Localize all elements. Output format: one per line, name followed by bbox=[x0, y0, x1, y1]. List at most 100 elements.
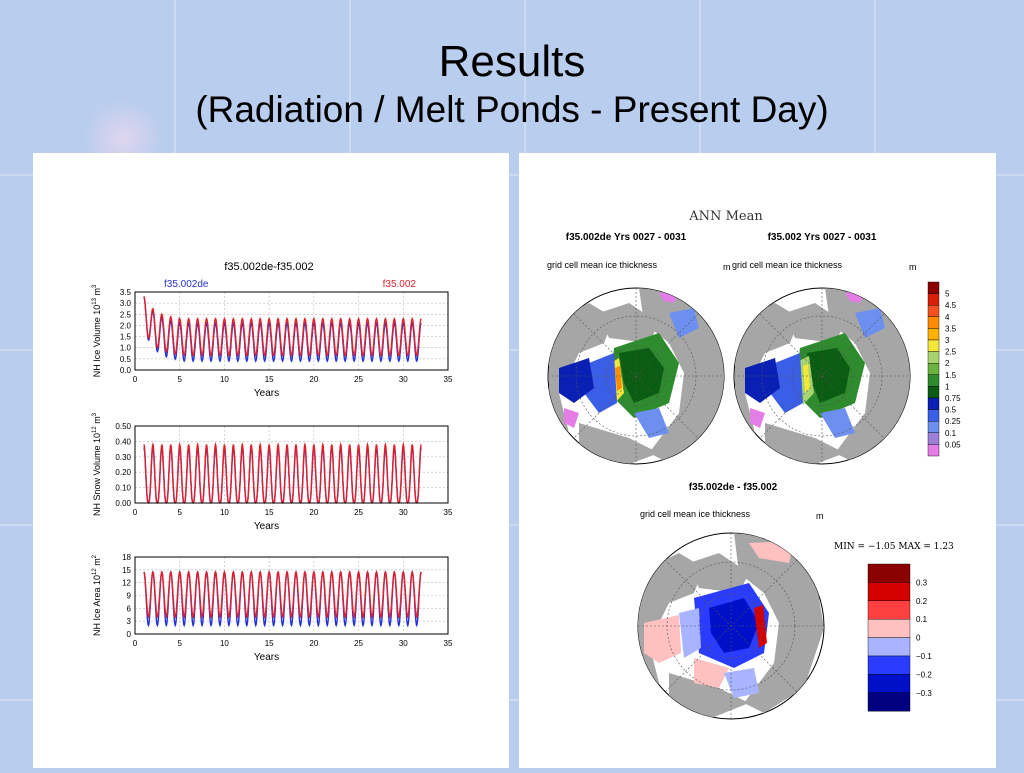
x-tick-label: 15 bbox=[265, 639, 274, 648]
diff-legend-label: −0.1 bbox=[916, 652, 932, 661]
y-tick-label: 18 bbox=[122, 553, 131, 562]
x-tick-label: 10 bbox=[220, 508, 229, 517]
x-tick-label: 35 bbox=[444, 375, 453, 384]
legend-series-b: f35.002 bbox=[383, 279, 417, 290]
difference-polar-map bbox=[637, 532, 825, 720]
x-tick-label: 15 bbox=[265, 375, 274, 384]
right-map-field-label: grid cell mean ice thickness bbox=[732, 260, 843, 270]
y-tick-label: 0.50 bbox=[115, 422, 131, 431]
difference-legend: 0.3 0.2 0.1 0 −0.1 −0.2 −0.3 bbox=[867, 563, 932, 712]
x-tick-label: 0 bbox=[133, 639, 138, 648]
legend-color-swatch bbox=[927, 328, 940, 341]
legend-color-swatch bbox=[927, 374, 940, 387]
y-tick-label: 1.0 bbox=[120, 344, 132, 353]
x-tick-label: 35 bbox=[444, 639, 453, 648]
legend-level-label: 3.5 bbox=[945, 324, 957, 333]
y-tick-label: 3.0 bbox=[120, 299, 132, 308]
diff-legend-swatch bbox=[867, 619, 911, 638]
y-axis-label: NH Ice Volume 1013 m3 bbox=[92, 284, 102, 377]
x-tick-label: 20 bbox=[309, 375, 318, 384]
diff-legend-swatch bbox=[867, 637, 911, 657]
x-tick-label: 25 bbox=[354, 639, 363, 648]
diff-legend-label: 0.3 bbox=[916, 578, 928, 587]
legend-level-label: 0.1 bbox=[945, 429, 957, 438]
x-tick-label: 30 bbox=[399, 508, 408, 517]
x-tick-label: 30 bbox=[399, 639, 408, 648]
legend-color-swatch bbox=[927, 432, 940, 445]
x-axis-label: Years bbox=[254, 521, 279, 532]
diff-legend-label: −0.3 bbox=[916, 689, 932, 698]
legend-color-swatch bbox=[927, 409, 940, 422]
x-tick-label: 10 bbox=[220, 639, 229, 648]
diff-map-field-label: grid cell mean ice thickness bbox=[640, 509, 751, 519]
y-tick-label: 0.0 bbox=[120, 366, 132, 375]
y-tick-label: 6 bbox=[127, 604, 132, 613]
ice-thickness-maps: ANN Mean f35.002de Yrs 0027 - 0031 f35.0… bbox=[547, 209, 961, 720]
y-tick-label: 3.5 bbox=[120, 288, 132, 297]
x-tick-label: 20 bbox=[309, 508, 318, 517]
diff-legend-label: 0 bbox=[916, 634, 921, 643]
legend-series-a: f35.002de bbox=[164, 279, 209, 290]
timeseries-subplot-3: 0 3 6 9 12 15 18 0 5 10 15 20 25 30 35 Years NH Ice Area… bbox=[92, 553, 453, 663]
x-tick-label: 20 bbox=[309, 639, 318, 648]
legend-color-swatch bbox=[927, 339, 940, 352]
timeseries-panel: f35.002de-f35.002 f35.002de f35.002 0.0 0… bbox=[33, 153, 509, 768]
x-tick-label: 15 bbox=[265, 508, 274, 517]
series-line-f35-002 bbox=[143, 296, 422, 357]
legend-level-label: 1 bbox=[945, 382, 950, 391]
timeseries-title: f35.002de-f35.002 bbox=[224, 261, 313, 273]
map-header: ANN Mean bbox=[688, 209, 763, 224]
legend-level-label: 1.5 bbox=[945, 371, 957, 380]
legend-level-label: 0.75 bbox=[945, 394, 961, 403]
x-tick-label: 5 bbox=[177, 375, 182, 384]
legend-level-label: 4 bbox=[945, 313, 950, 322]
diff-map-title: f35.002de - f35.002 bbox=[689, 482, 778, 493]
diff-legend-label: 0.2 bbox=[916, 597, 928, 606]
diff-legend-label: −0.2 bbox=[916, 670, 932, 679]
x-axis-label: Years bbox=[254, 388, 279, 399]
slide-subtitle: (Radiation / Melt Ponds - Present Day) bbox=[195, 89, 829, 130]
legend-level-label: 0.05 bbox=[945, 440, 961, 449]
legend-color-swatch bbox=[927, 397, 940, 410]
x-tick-label: 5 bbox=[177, 508, 182, 517]
plot-frame bbox=[134, 425, 449, 504]
plot-frame bbox=[134, 291, 449, 371]
x-tick-label: 10 bbox=[220, 375, 229, 384]
diff-map-unit: m bbox=[816, 511, 824, 521]
x-axis-label: Years bbox=[254, 652, 279, 663]
legend-level-label: 5 bbox=[945, 290, 950, 299]
slide-title-block: Results (Radiation / Melt Ponds - Presen… bbox=[0, 36, 1024, 132]
diff-stats: MIN = −1.05 MAX = 1.23 bbox=[834, 542, 954, 552]
legend-level-label: 4.5 bbox=[945, 301, 957, 310]
legend-color-swatch bbox=[927, 281, 940, 294]
legend-level-label: 2.5 bbox=[945, 348, 957, 357]
x-tick-label: 0 bbox=[133, 508, 138, 517]
left-map-unit: m bbox=[723, 262, 731, 272]
legend-level-label: 0.25 bbox=[945, 417, 961, 426]
maps-panel: ANN Mean f35.002de Yrs 0027 - 0031 f35.0… bbox=[519, 153, 996, 768]
y-tick-label: 15 bbox=[122, 566, 131, 575]
y-tick-label: 3 bbox=[127, 617, 132, 626]
right-map-unit: m bbox=[909, 262, 917, 272]
x-tick-label: 0 bbox=[133, 375, 138, 384]
timeseries-subplot-1: 0.0 0.5 1.0 1.5 2.0 2.5 3.0 3.5 0 5 10 15 20 25 30 35 Ye… bbox=[92, 284, 453, 399]
legend-level-label: 2 bbox=[945, 359, 950, 368]
right-polar-map bbox=[733, 287, 911, 465]
diff-legend-swatch bbox=[867, 600, 911, 620]
y-tick-label: 9 bbox=[127, 592, 132, 601]
series-line-f35-002 bbox=[143, 570, 422, 619]
diff-legend-label: 0.1 bbox=[916, 615, 928, 624]
y-tick-label: 12 bbox=[122, 579, 131, 588]
y-tick-label: 0 bbox=[127, 630, 132, 639]
left-map-field-label: grid cell mean ice thickness bbox=[547, 260, 658, 270]
y-tick-label: 0.10 bbox=[115, 484, 131, 493]
thickness-legend: 5 4.5 4 3.5 3 2.5 2 1.5 1 0.75 0.5 0.25 0.1 0.05 bbox=[927, 281, 961, 457]
left-polar-map bbox=[547, 287, 725, 465]
diff-legend-swatch bbox=[867, 692, 911, 712]
legend-level-label: 0.5 bbox=[945, 406, 957, 415]
legend-color-swatch bbox=[927, 362, 940, 375]
y-axis-label: NH Ice Area 1012 m2 bbox=[92, 554, 102, 636]
left-map-title: f35.002de Yrs 0027 - 0031 bbox=[566, 232, 687, 243]
legend-color-swatch bbox=[927, 304, 940, 317]
y-tick-label: 1.5 bbox=[120, 333, 132, 342]
